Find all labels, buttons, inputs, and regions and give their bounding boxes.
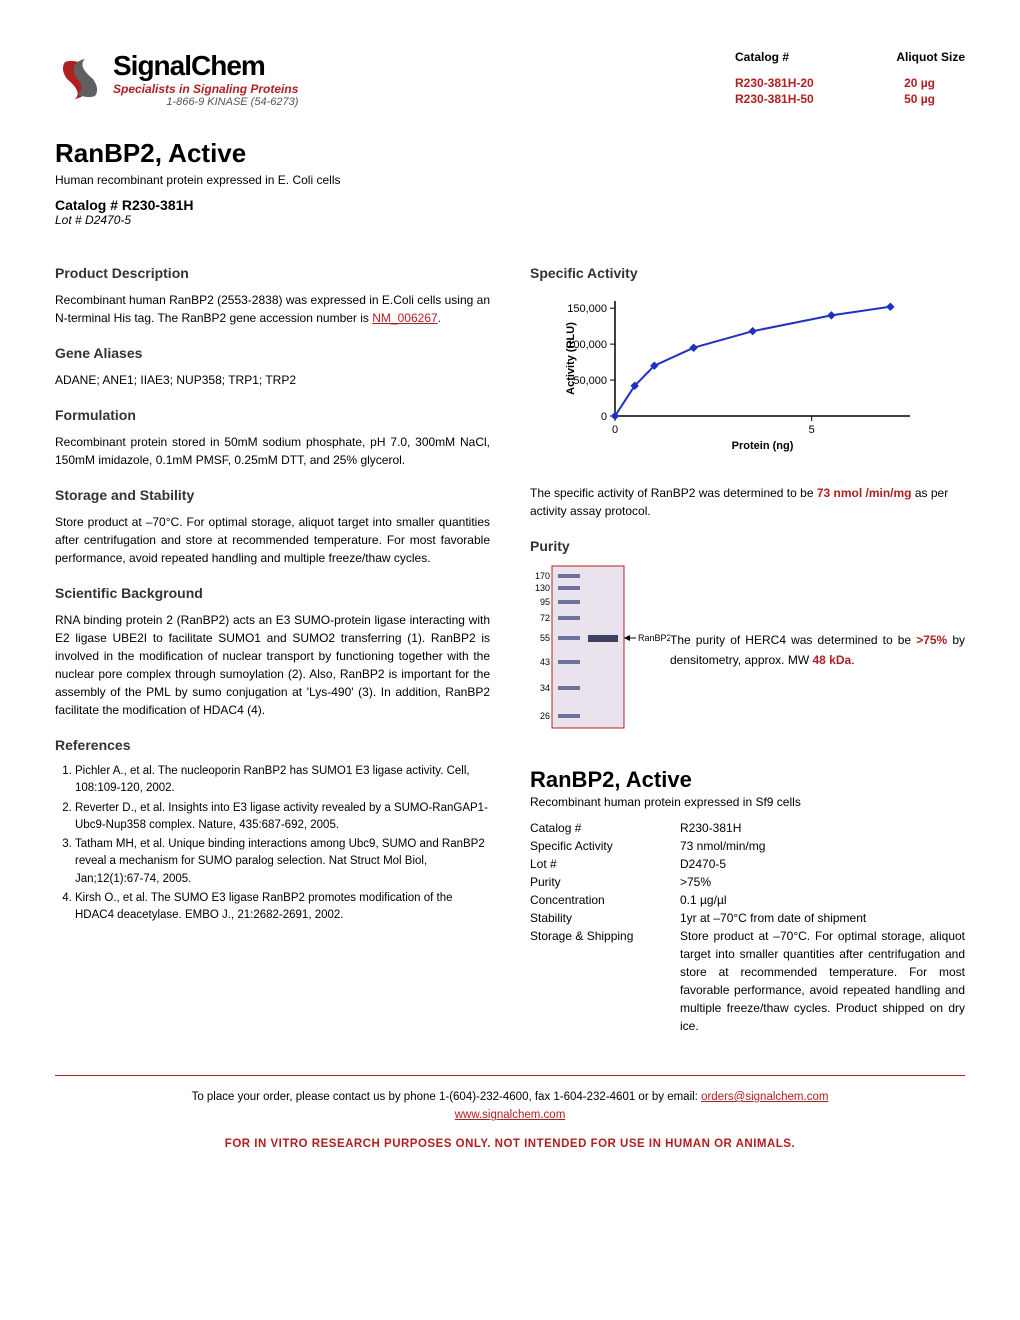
right-column: Specific Activity 050,000100,000150,0000… (530, 247, 965, 1035)
section-formulation: Formulation (55, 407, 490, 423)
summary-row: Specific Activity73 nmol/min/mg (530, 837, 965, 855)
summary-subtitle: Recombinant human protein expressed in S… (530, 795, 965, 809)
summary-row: Purity>75% (530, 873, 965, 891)
desc-text: Recombinant human RanBP2 (2553-2838) was… (55, 291, 490, 327)
catalog-header-sku: Catalog # (735, 50, 845, 64)
header: SignalChem Specialists in Signaling Prot… (55, 50, 965, 108)
svg-text:72: 72 (540, 613, 550, 623)
logo: SignalChem Specialists in Signaling Prot… (55, 50, 298, 108)
logo-mark-icon (55, 54, 105, 104)
svg-text:130: 130 (535, 583, 550, 593)
section-background: Scientific Background (55, 585, 490, 601)
summary-title: RanBP2, Active (530, 767, 965, 793)
catalog-row: R230-381H-5050 µg (735, 92, 965, 106)
summary-row: Storage & ShippingStore product at –70°C… (530, 927, 965, 1035)
logo-name: SignalChem (113, 50, 298, 82)
svg-text:0: 0 (612, 424, 618, 436)
aliases-text: ADANE; ANE1; IIAE3; NUP358; TRP1; TRP2 (55, 371, 490, 389)
reference-item: Pichler A., et al. The nucleoporin RanBP… (75, 763, 490, 798)
lot-line: Lot # D2470-5 (55, 213, 965, 227)
summary-row: Concentration0.1 µg/µl (530, 891, 965, 909)
reference-item: Tatham MH, et al. Unique binding interac… (75, 836, 490, 888)
gel-image: 170130957255433426RanBP2 (530, 564, 650, 737)
svg-text:34: 34 (540, 683, 550, 693)
summary-table: Catalog #R230-381HSpecific Activity73 nm… (530, 819, 965, 1035)
svg-text:150,000: 150,000 (567, 303, 607, 315)
activity-note: The specific activity of RanBP2 was dete… (530, 484, 965, 520)
svg-text:26: 26 (540, 711, 550, 721)
storage-text: Store product at –70°C. For optimal stor… (55, 513, 490, 567)
footer-website-link[interactable]: www.signalchem.com (455, 1109, 566, 1121)
purity-text: The purity of HERC4 was determined to be… (670, 631, 965, 669)
catalog-line: Catalog # R230-381H (55, 197, 965, 213)
catalog-sku-box: Catalog # Aliquot Size R230-381H-2020 µg… (735, 50, 965, 108)
footer: To place your order, please contact us b… (55, 1075, 965, 1153)
references-list: Pichler A., et al. The nucleoporin RanBP… (55, 763, 490, 924)
svg-text:Protein (ng): Protein (ng) (732, 440, 794, 452)
section-activity: Specific Activity (530, 265, 965, 281)
summary-row: Stability1yr at –70°C from date of shipm… (530, 909, 965, 927)
footer-email-link[interactable]: orders@signalchem.com (701, 1091, 828, 1103)
section-desc: Product Description (55, 265, 490, 281)
svg-text:43: 43 (540, 657, 550, 667)
svg-text:95: 95 (540, 597, 550, 607)
svg-text:55: 55 (540, 633, 550, 643)
activity-chart: 050,000100,000150,00005Protein (ng)Activ… (560, 291, 965, 474)
svg-text:5: 5 (809, 424, 815, 436)
section-aliases: Gene Aliases (55, 345, 490, 361)
footer-disclaimer: FOR IN VITRO RESEARCH PURPOSES ONLY. NOT… (55, 1135, 965, 1153)
background-text: RNA binding protein 2 (RanBP2) acts an E… (55, 611, 490, 719)
catalog-header-size: Aliquot Size (885, 50, 965, 64)
formulation-text: Recombinant protein stored in 50mM sodiu… (55, 433, 490, 469)
section-storage: Storage and Stability (55, 487, 490, 503)
left-column: Product Description Recombinant human Ra… (55, 247, 490, 1035)
svg-text:170: 170 (535, 571, 550, 581)
section-purity: Purity (530, 538, 965, 554)
reference-item: Reverter D., et al. Insights into E3 lig… (75, 800, 490, 835)
subtitle: Human recombinant protein expressed in E… (55, 173, 965, 187)
summary-row: Lot #D2470-5 (530, 855, 965, 873)
catalog-row: R230-381H-2020 µg (735, 76, 965, 90)
footer-order: To place your order, please contact us b… (55, 1088, 965, 1106)
logo-phone: 1-866-9 KINASE (54-6273) (113, 96, 298, 108)
logo-tagline: Specialists in Signaling Proteins (113, 82, 298, 96)
svg-text:50,000: 50,000 (573, 375, 607, 387)
reference-item: Kirsh O., et al. The SUMO E3 ligase RanB… (75, 890, 490, 925)
summary-row: Catalog #R230-381H (530, 819, 965, 837)
svg-text:Activity (RLU): Activity (RLU) (565, 322, 577, 395)
section-refs: References (55, 737, 490, 753)
page-title: RanBP2, Active (55, 138, 965, 169)
svg-text:RanBP2: RanBP2 (638, 633, 670, 643)
accession-link[interactable]: NM_006267 (372, 311, 437, 325)
svg-text:0: 0 (601, 411, 607, 423)
